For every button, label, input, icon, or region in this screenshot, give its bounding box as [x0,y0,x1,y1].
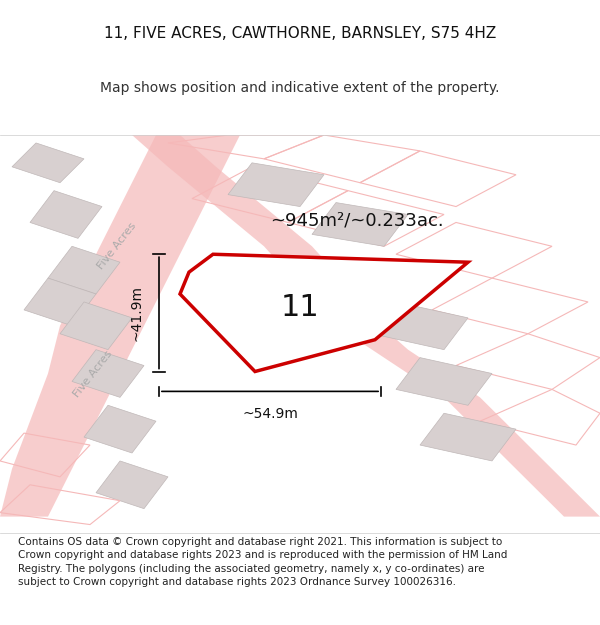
Polygon shape [72,349,144,398]
Polygon shape [132,135,600,517]
Polygon shape [180,254,468,371]
Text: Five Acres: Five Acres [96,221,138,271]
Text: Map shows position and indicative extent of the property.: Map shows position and indicative extent… [100,81,500,95]
Text: Five Acres: Five Acres [72,348,114,399]
Text: ~54.9m: ~54.9m [242,408,298,421]
Polygon shape [84,405,156,453]
Polygon shape [48,246,120,294]
Polygon shape [420,413,516,461]
Text: 11: 11 [281,293,319,322]
Text: ~945m²/~0.233ac.: ~945m²/~0.233ac. [270,211,443,229]
Polygon shape [312,202,408,246]
Polygon shape [228,163,324,206]
Polygon shape [30,191,102,238]
Polygon shape [396,357,492,405]
Polygon shape [96,461,168,509]
Polygon shape [372,302,468,349]
Polygon shape [0,135,240,517]
Polygon shape [24,278,96,326]
Polygon shape [60,302,132,349]
Text: ~41.9m: ~41.9m [130,285,144,341]
Text: Contains OS data © Crown copyright and database right 2021. This information is : Contains OS data © Crown copyright and d… [18,537,508,587]
Text: 11, FIVE ACRES, CAWTHORNE, BARNSLEY, S75 4HZ: 11, FIVE ACRES, CAWTHORNE, BARNSLEY, S75… [104,26,496,41]
Polygon shape [12,143,84,182]
Polygon shape [330,262,432,310]
